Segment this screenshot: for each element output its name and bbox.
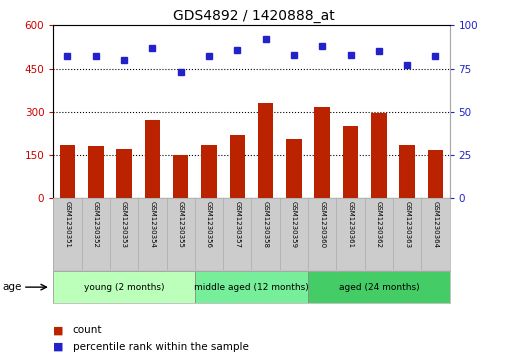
Bar [230, 135, 245, 198]
Bar [428, 150, 443, 198]
Bar [258, 103, 273, 198]
Bar [173, 155, 188, 198]
Text: GSM1230352: GSM1230352 [93, 201, 99, 248]
Text: ■: ■ [53, 325, 64, 335]
Text: percentile rank within the sample: percentile rank within the sample [73, 342, 248, 352]
Text: GSM1230356: GSM1230356 [206, 201, 212, 248]
Bar [399, 145, 415, 198]
Bar [201, 145, 217, 198]
Bar [116, 149, 132, 198]
Bar [195, 271, 308, 303]
Bar [343, 126, 358, 198]
Text: ■: ■ [53, 342, 64, 352]
Text: GSM1230364: GSM1230364 [432, 201, 438, 248]
Text: middle aged (12 months): middle aged (12 months) [194, 283, 309, 291]
Text: GDS4892 / 1420888_at: GDS4892 / 1420888_at [173, 9, 335, 23]
Text: GSM1230354: GSM1230354 [149, 201, 155, 248]
Text: GSM1230357: GSM1230357 [234, 201, 240, 248]
Text: GSM1230360: GSM1230360 [319, 201, 325, 249]
Bar [314, 107, 330, 198]
Bar [53, 271, 195, 303]
Text: GSM1230359: GSM1230359 [291, 201, 297, 248]
Text: GSM1230363: GSM1230363 [404, 201, 410, 249]
Text: GSM1230358: GSM1230358 [263, 201, 269, 248]
Text: age: age [3, 282, 22, 292]
Text: count: count [73, 325, 102, 335]
Bar [60, 145, 75, 198]
Bar [88, 146, 104, 198]
Bar [371, 113, 387, 198]
Text: aged (24 months): aged (24 months) [338, 283, 419, 291]
Text: GSM1230355: GSM1230355 [178, 201, 184, 248]
Text: GSM1230351: GSM1230351 [65, 201, 71, 248]
Text: GSM1230353: GSM1230353 [121, 201, 127, 248]
Bar [286, 139, 302, 198]
Text: GSM1230361: GSM1230361 [347, 201, 354, 249]
Bar [145, 120, 160, 198]
Text: GSM1230362: GSM1230362 [376, 201, 382, 248]
Text: young (2 months): young (2 months) [84, 283, 165, 291]
Bar [308, 271, 450, 303]
